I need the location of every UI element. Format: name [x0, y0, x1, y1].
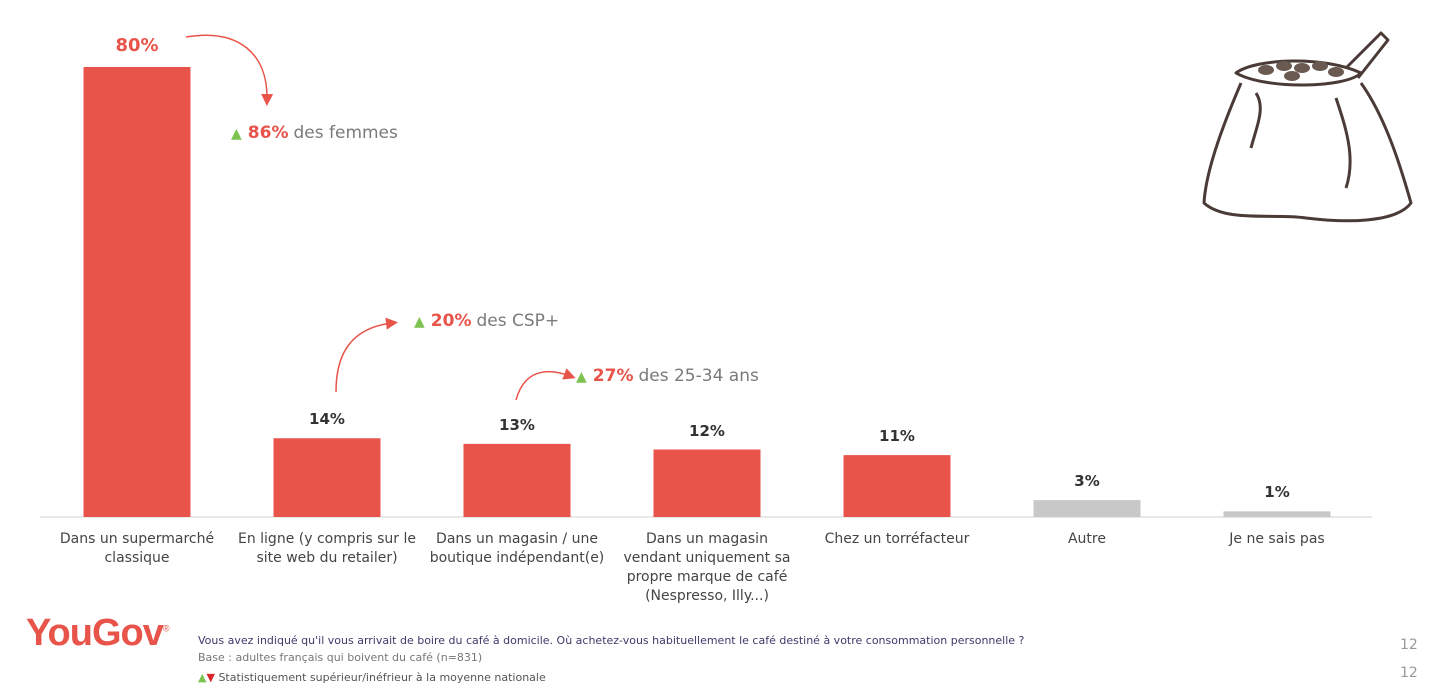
- bar-3: [653, 449, 761, 517]
- bar-chart: [40, 34, 1372, 518]
- value-label: 12%: [689, 421, 725, 440]
- callout-pct: 27%: [592, 366, 634, 386]
- callout-csp: ▲ 20% des CSP+: [414, 311, 559, 331]
- value-label: 80%: [115, 35, 159, 56]
- value-label: 13%: [499, 415, 535, 434]
- up-triangle-icon: ▲: [231, 126, 242, 142]
- callout-text: des femmes: [293, 123, 398, 143]
- category-label: Autre: [1067, 531, 1106, 547]
- category-label: Dans un magasin vendant uniquement sa pr…: [623, 531, 791, 604]
- category-label: Chez un torréfacteur: [824, 531, 970, 547]
- bar-0: [83, 67, 191, 517]
- value-label: 14%: [309, 410, 345, 429]
- category-label: En ligne (y compris sur le site web du r…: [237, 531, 417, 566]
- down-triangle-icon: ▼: [206, 671, 215, 684]
- yougov-logo: YouGov®: [26, 612, 169, 654]
- callout-text: des 25-34 ans: [638, 366, 759, 386]
- category-label: Dans un magasin / une boutique indépenda…: [429, 531, 605, 566]
- bar-4: [843, 455, 951, 517]
- significance-legend: ▲▼ Statistiquement supérieur/inéfrieur à…: [198, 671, 546, 684]
- callout-femmes: ▲ 86% des femmes: [231, 123, 398, 143]
- arrow-20: [335, 317, 398, 393]
- bar-6: [1223, 511, 1331, 517]
- base-text: Base : adultes français qui boivent du c…: [198, 651, 483, 664]
- logo-text: YouGov: [26, 612, 164, 654]
- page-number-secondary: 12: [1400, 665, 1418, 681]
- callout-pct: 20%: [430, 311, 472, 331]
- legend-text: Statistiquement supérieur/inéfrieur à la…: [218, 671, 546, 684]
- bar-1: [273, 438, 381, 517]
- arrow-86: [185, 34, 274, 106]
- value-label: 11%: [879, 427, 915, 446]
- category-label: Je ne sais pas: [1229, 531, 1325, 547]
- question-text: Vous avez indiqué qu'il vous arrivait de…: [198, 634, 1025, 647]
- callout-text: des CSP+: [476, 311, 560, 331]
- bar-5: [1033, 500, 1141, 517]
- up-triangle-icon: ▲: [414, 314, 425, 330]
- callout-age: ▲ 27% des 25-34 ans: [576, 366, 759, 386]
- bar-2: [463, 443, 571, 517]
- value-label: 3%: [1074, 472, 1100, 491]
- up-triangle-icon: ▲: [198, 671, 207, 684]
- coffee-sack-icon: [1202, 31, 1413, 223]
- page-number: 12: [1400, 637, 1418, 653]
- value-label: 1%: [1264, 483, 1290, 502]
- category-label: Dans un supermarché classique: [59, 531, 215, 566]
- up-triangle-icon: ▲: [576, 369, 587, 385]
- callout-pct: 86%: [247, 123, 289, 143]
- arrow-27: [515, 368, 576, 401]
